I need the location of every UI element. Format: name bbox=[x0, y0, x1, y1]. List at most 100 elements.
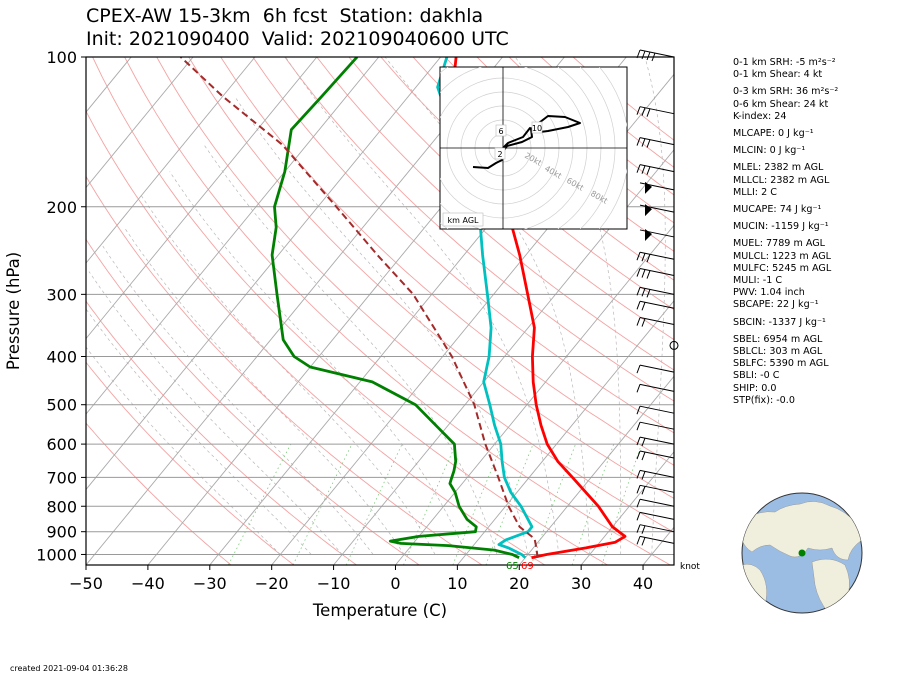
x-tick-label: 40 bbox=[633, 574, 653, 593]
index-line: SBLCL: 303 m AGL bbox=[733, 346, 823, 358]
wind-barb-flag bbox=[641, 138, 646, 147]
dry-adiabat bbox=[252, 57, 674, 434]
wind-barb-flag bbox=[636, 317, 641, 326]
index-line: MUCAPE: 74 J kg⁻¹ bbox=[733, 204, 822, 216]
profile-dewpoint bbox=[270, 57, 520, 559]
wind-barb-flag bbox=[636, 164, 641, 173]
y-tick-label: 100 bbox=[46, 48, 77, 67]
index-line: MULI: -1 C bbox=[733, 275, 783, 287]
wind-barb-flag bbox=[646, 270, 651, 279]
moist-adiabat bbox=[384, 57, 591, 555]
wind-barb-flag bbox=[646, 254, 651, 263]
wind-barb bbox=[639, 469, 675, 478]
isotherm bbox=[86, 57, 380, 415]
y-tick-label: 1000 bbox=[36, 545, 77, 564]
wind-barb-flag bbox=[641, 165, 646, 174]
moist-adiabat bbox=[123, 227, 405, 555]
wind-barb bbox=[639, 535, 675, 544]
mixing-ratio-line bbox=[601, 443, 642, 565]
moist-adiabat bbox=[86, 346, 281, 555]
wind-barb-flag bbox=[636, 450, 641, 460]
stability-indices-panel: 0-1 km SRH: -5 m²s⁻² 0-1 km Shear: 4 kt 0-… bbox=[733, 57, 838, 407]
wind-barb bbox=[639, 268, 675, 277]
index-line: SHIP: 0.0 bbox=[733, 382, 777, 394]
y-tick-label: 900 bbox=[46, 523, 77, 542]
wind-barb-flag bbox=[646, 166, 651, 175]
dry-adiabat bbox=[188, 57, 674, 499]
isotherm bbox=[457, 300, 674, 565]
index-line: MULCL: 1223 m AGL bbox=[733, 250, 832, 262]
created-timestamp: created 2021-09-04 01:36:28 bbox=[10, 664, 128, 673]
dry-adiabat bbox=[380, 57, 674, 311]
axes: 65 69 −50 −40 −30 −20 −10 0 10 20 30 40 100 200 300 400… bbox=[4, 48, 653, 620]
wind-barb-pennant bbox=[645, 228, 652, 241]
wind-barb bbox=[639, 164, 675, 173]
wind-barb-flag bbox=[636, 137, 641, 146]
wind-barb bbox=[639, 137, 675, 146]
y-tick-label: 500 bbox=[46, 396, 77, 415]
isotherm bbox=[333, 149, 674, 565]
profile-parcel bbox=[180, 57, 539, 558]
wind-barb bbox=[639, 498, 675, 507]
moist-adiabat bbox=[102, 245, 374, 555]
wind-barb bbox=[639, 405, 675, 414]
wind-barb-flag bbox=[641, 318, 646, 327]
x-tick-label: −40 bbox=[131, 574, 165, 593]
moist-adiabat bbox=[88, 271, 343, 555]
wind-barb-flag bbox=[641, 50, 646, 60]
moist-adiabat bbox=[86, 308, 312, 555]
wind-barb-flag bbox=[646, 139, 651, 148]
x-tick-label: 0 bbox=[390, 574, 400, 593]
index-line: K-index: 24 bbox=[733, 110, 787, 122]
hodograph-height-box bbox=[494, 147, 506, 160]
wind-barb-flag bbox=[641, 525, 646, 534]
wind-barb bbox=[639, 436, 675, 445]
wind-barb-flag bbox=[641, 107, 646, 116]
wind-barb-flag bbox=[641, 486, 646, 495]
isotherm bbox=[580, 451, 674, 565]
isotherm bbox=[395, 224, 674, 565]
x-tick-label: −20 bbox=[255, 574, 289, 593]
surface-dewpoint-label: 65 bbox=[506, 561, 519, 572]
isotherm bbox=[518, 375, 674, 565]
index-line: MLLI: 2 C bbox=[733, 186, 777, 198]
wind-barb-flag bbox=[641, 451, 646, 461]
dry-adiabat bbox=[92, 57, 608, 565]
dry-adiabat bbox=[86, 422, 232, 565]
dry-adiabat bbox=[86, 175, 483, 565]
wind-barb-flag bbox=[636, 422, 641, 431]
dry-adiabat bbox=[86, 300, 357, 565]
index-line: SBLI: -0 C bbox=[733, 370, 780, 382]
x-axis-label: Temperature (C) bbox=[312, 601, 447, 620]
wind-units-label: knot bbox=[680, 562, 700, 572]
y-tick-label: 600 bbox=[46, 435, 77, 454]
surface-temperature-label: 69 bbox=[521, 561, 534, 572]
index-line: SBCAPE: 22 J kg⁻¹ bbox=[733, 299, 819, 311]
globe-land bbox=[742, 501, 862, 561]
wind-barb-flag bbox=[646, 51, 651, 61]
x-tick-label: −30 bbox=[193, 574, 227, 593]
wind-barb-flag bbox=[636, 364, 641, 374]
location-globe bbox=[741, 492, 863, 614]
wind-barb-flag bbox=[636, 536, 641, 545]
wind-barb-flag bbox=[641, 437, 646, 447]
hodograph-height-label: 10 bbox=[532, 124, 542, 133]
x-tick-label: 30 bbox=[571, 574, 591, 593]
wind-barb bbox=[639, 317, 675, 326]
index-line: MLLCL: 2382 m AGL bbox=[733, 174, 830, 186]
isotherm bbox=[86, 57, 442, 491]
index-line: SBEL: 6954 m AGL bbox=[733, 333, 823, 345]
wind-barb-flag bbox=[636, 268, 641, 277]
hodograph-height-label: 6 bbox=[498, 127, 503, 136]
wind-barbs: knot bbox=[636, 49, 700, 572]
index-line: MLCAPE: 0 J kg⁻¹ bbox=[733, 128, 814, 140]
y-axis-label: Pressure (hPa) bbox=[4, 252, 23, 370]
wind-barb bbox=[639, 511, 675, 520]
moist-adiabat bbox=[169, 171, 467, 555]
x-tick-label: 10 bbox=[447, 574, 467, 593]
station-marker bbox=[798, 549, 806, 557]
hodograph-height-box bbox=[531, 121, 543, 134]
wind-barb-flag bbox=[641, 537, 646, 546]
index-line: MUEL: 7789 m AGL bbox=[733, 238, 826, 250]
